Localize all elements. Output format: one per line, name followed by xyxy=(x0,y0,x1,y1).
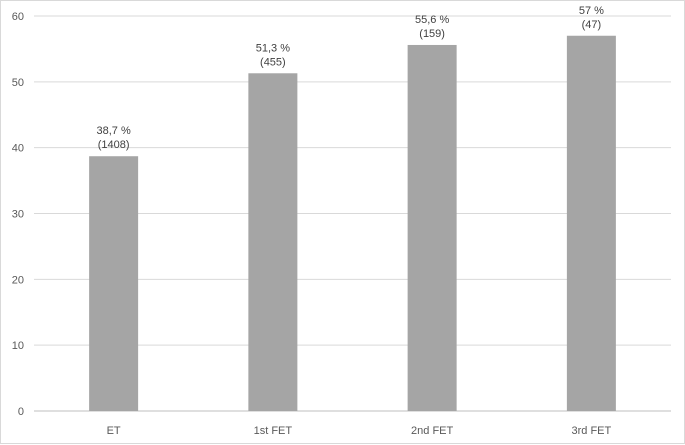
bars xyxy=(89,35,616,412)
data-label-count: (159) xyxy=(419,28,445,40)
data-label-value: 51,3 % xyxy=(256,42,290,54)
x-tick-label: 2nd FET xyxy=(411,425,453,437)
bar xyxy=(407,44,457,411)
bar xyxy=(566,35,616,411)
data-labels: 38,7 % (1408) 51,3 % (455) 55,6 % (159) 57 % (4… xyxy=(97,5,605,151)
x-tick-label: 3rd FET xyxy=(572,425,612,437)
y-tick-label: 0 xyxy=(18,406,24,418)
x-tick-label: ET xyxy=(107,425,121,437)
data-label-count: (47) xyxy=(582,19,602,31)
y-tick-label: 10 xyxy=(12,340,24,352)
x-axis-ticks: ET 1st FET 2nd FET 3rd FET xyxy=(107,425,612,437)
data-label-value: 57 % xyxy=(579,5,604,17)
x-tick-label: 1st FET xyxy=(254,425,293,437)
y-axis-ticks: 0 10 20 30 40 50 60 xyxy=(12,11,24,418)
y-tick-label: 30 xyxy=(12,209,24,221)
y-tick-label: 60 xyxy=(12,11,24,23)
bar xyxy=(89,156,139,411)
data-label-value: 38,7 % xyxy=(97,125,131,137)
y-tick-label: 40 xyxy=(12,143,24,155)
y-tick-label: 50 xyxy=(12,77,24,89)
data-label-value: 55,6 % xyxy=(415,14,449,26)
bar xyxy=(248,73,298,412)
gridlines xyxy=(34,15,671,412)
y-tick-label: 20 xyxy=(12,274,24,286)
data-label-count: (1408) xyxy=(98,139,130,151)
data-label-count: (455) xyxy=(260,56,286,68)
